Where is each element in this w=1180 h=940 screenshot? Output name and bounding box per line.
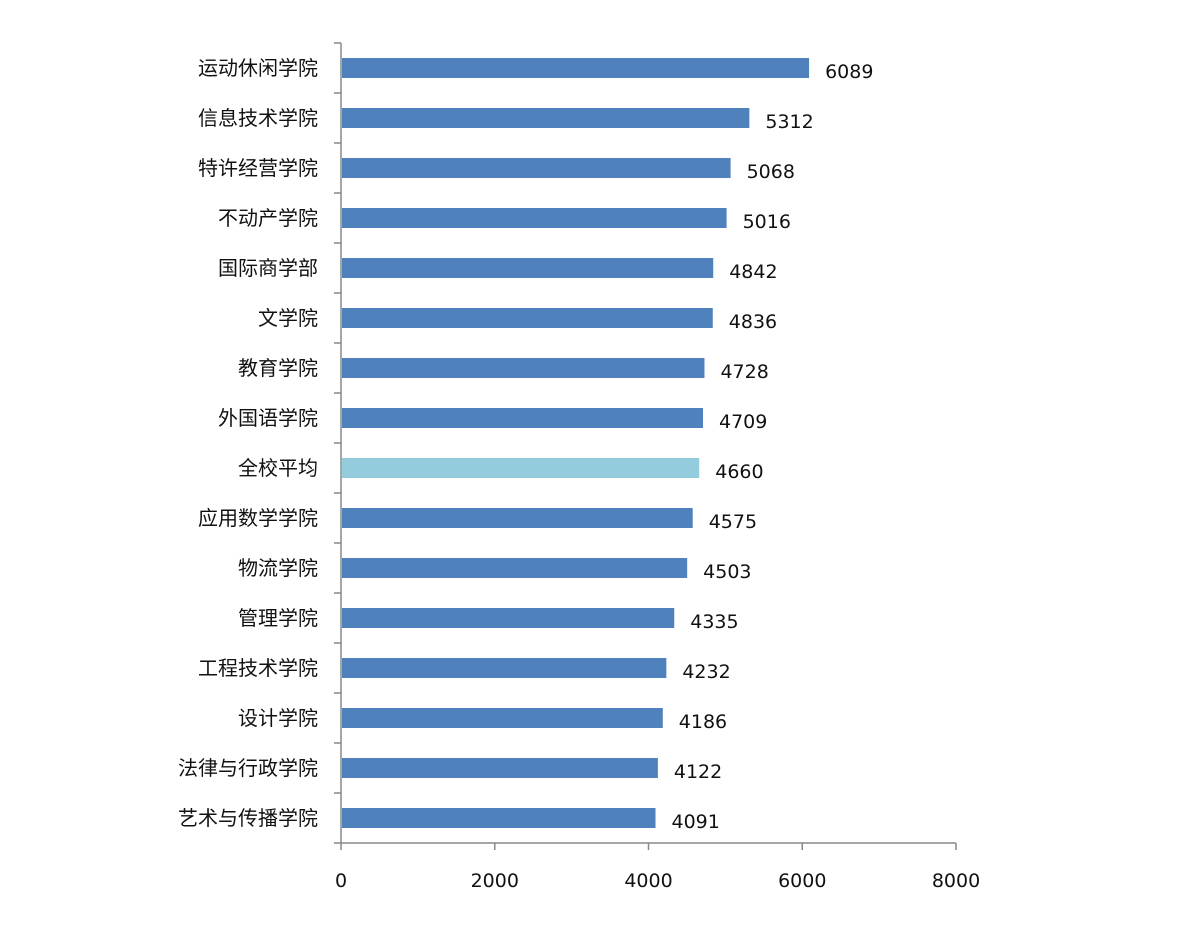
bar	[342, 458, 700, 478]
bar	[342, 208, 727, 228]
bar	[342, 158, 731, 178]
bar	[342, 658, 667, 678]
category-label: 特许经营学院	[198, 156, 318, 180]
category-label: 设计学院	[238, 706, 318, 730]
category-label: 艺术与传播学院	[178, 806, 318, 830]
bar	[342, 58, 810, 78]
bar	[342, 708, 663, 728]
data-label: 4335	[690, 611, 738, 633]
category-label: 信息技术学院	[198, 106, 318, 130]
category-label: 文学院	[258, 306, 318, 330]
category-label: 教育学院	[238, 356, 318, 380]
data-label: 4728	[720, 361, 768, 383]
category-label: 不动产学院	[218, 206, 318, 230]
bar	[342, 308, 713, 328]
bar	[342, 808, 656, 828]
data-label: 5016	[743, 211, 791, 233]
data-label: 4091	[671, 811, 719, 833]
x-tick-label: 6000	[778, 870, 826, 892]
data-label: 4122	[674, 761, 722, 783]
data-label: 5068	[747, 161, 795, 183]
data-label: 4186	[679, 711, 727, 733]
category-label: 国际商学部	[218, 256, 318, 280]
data-label: 4660	[715, 461, 763, 483]
category-label: 应用数学学院	[198, 506, 318, 530]
category-label: 工程技术学院	[198, 656, 318, 680]
bar	[342, 558, 688, 578]
data-label: 5312	[765, 111, 813, 133]
category-label: 外国语学院	[218, 406, 318, 430]
bar	[342, 108, 750, 128]
x-tick-label: 8000	[932, 870, 980, 892]
bar	[342, 608, 675, 628]
x-tick-label: 4000	[624, 870, 672, 892]
data-label: 4842	[729, 261, 777, 283]
category-label: 全校平均	[238, 456, 318, 480]
x-tick-label: 2000	[471, 870, 519, 892]
category-label: 运动休闲学院	[198, 56, 318, 80]
data-label: 4709	[719, 411, 767, 433]
x-tick-label: 0	[335, 870, 347, 892]
bar	[342, 508, 693, 528]
category-label: 法律与行政学院	[178, 756, 318, 780]
data-label: 4575	[709, 511, 757, 533]
bar	[342, 258, 714, 278]
data-label: 4232	[682, 661, 730, 683]
bar	[342, 358, 705, 378]
data-label: 4503	[703, 561, 751, 583]
category-label: 管理学院	[238, 606, 318, 630]
category-label: 物流学院	[238, 556, 318, 580]
bar	[342, 758, 658, 778]
bar	[342, 408, 704, 428]
data-label: 6089	[825, 61, 873, 83]
data-label: 4836	[729, 311, 777, 333]
